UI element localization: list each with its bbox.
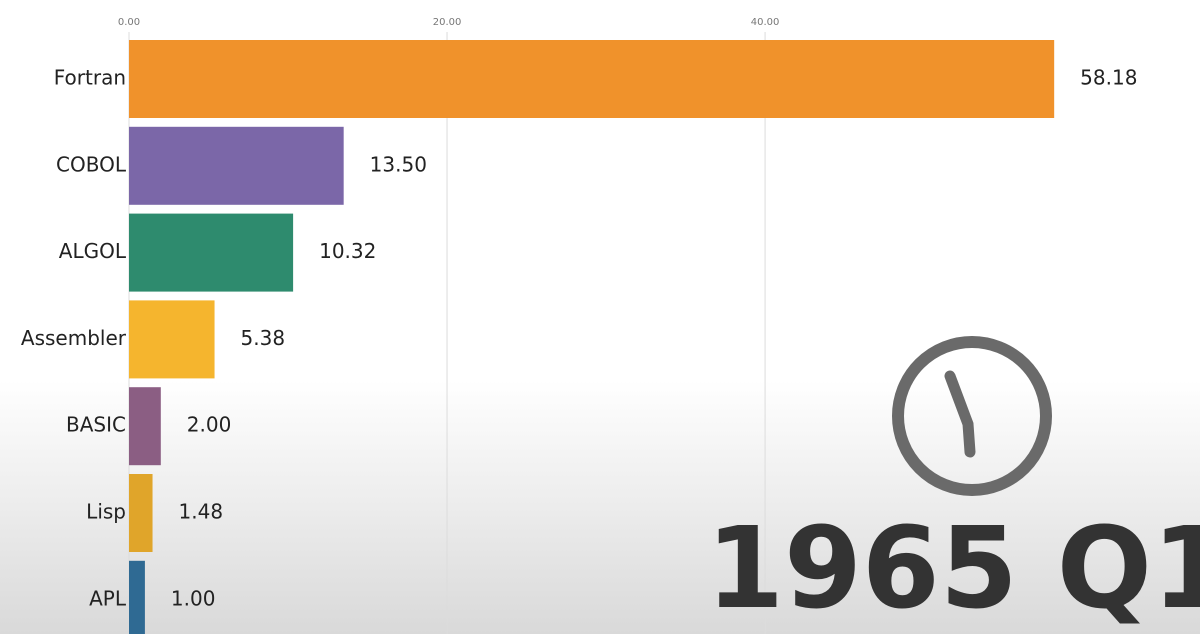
- bar: [129, 126, 344, 205]
- bar: [129, 474, 153, 552]
- x-tick-label: 0.00: [118, 17, 140, 28]
- category-label: COBOL: [56, 152, 127, 176]
- bar: [129, 387, 161, 466]
- value-label: 10.32: [319, 239, 376, 263]
- value-label: 2.00: [187, 413, 232, 437]
- period-label: 1965 Q1: [706, 504, 1200, 634]
- value-label: 1.48: [179, 500, 224, 524]
- x-tick-label: 20.00: [433, 17, 462, 28]
- x-tick-label: 40.00: [751, 17, 780, 28]
- bar: [129, 40, 1055, 118]
- bar: [129, 213, 294, 292]
- value-label: 13.50: [370, 152, 427, 176]
- value-label: 5.38: [241, 326, 286, 350]
- bar: [129, 560, 145, 634]
- bar: [129, 300, 215, 379]
- clock-icon: [892, 336, 1052, 496]
- category-label: Fortran: [54, 66, 126, 90]
- category-label: Assembler: [21, 326, 127, 350]
- category-label: ALGOL: [59, 239, 127, 263]
- category-label: BASIC: [66, 413, 126, 437]
- category-label: APL: [89, 586, 127, 610]
- value-label: 58.18: [1080, 66, 1137, 90]
- value-label: 1.00: [171, 586, 216, 610]
- category-label: Lisp: [86, 500, 126, 524]
